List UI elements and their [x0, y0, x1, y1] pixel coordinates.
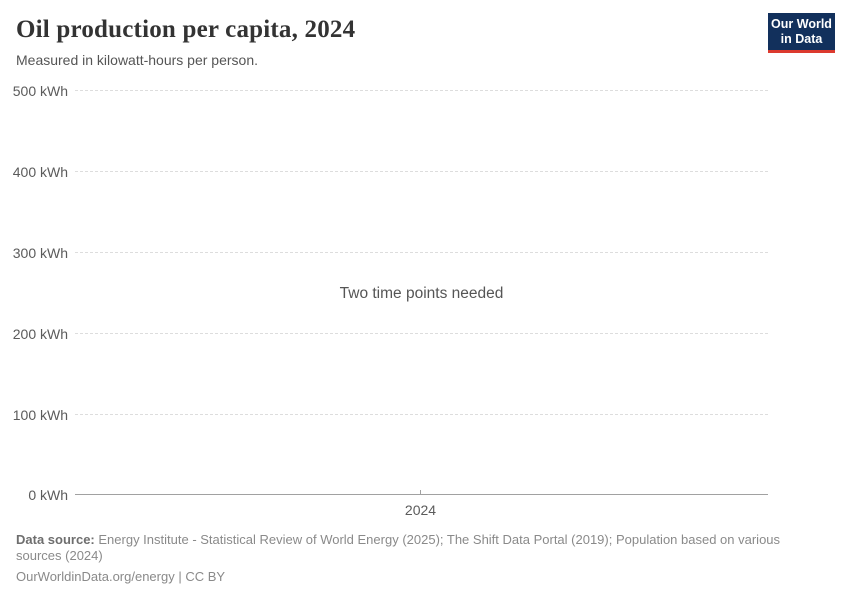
x-axis-tick	[420, 490, 421, 495]
chart-footer: Data source: Energy Institute - Statisti…	[16, 532, 816, 585]
y-axis-tick-label: 300 kWh	[12, 245, 68, 261]
x-axis-line	[75, 494, 768, 495]
y-axis-tick-label: 200 kWh	[12, 326, 68, 342]
grid-row-300: 300 kWh	[0, 243, 850, 263]
owid-logo-line1: Our World	[771, 16, 832, 31]
chart-subtitle: Measured in kilowatt-hours per person.	[16, 52, 259, 68]
owid-logo[interactable]: Our World in Data	[768, 13, 835, 53]
y-axis-tick-label: 500 kWh	[12, 83, 68, 99]
data-source-text: Energy Institute - Statistical Review of…	[16, 532, 781, 563]
gridline	[75, 90, 768, 91]
y-axis-tick-label: 0 kWh	[28, 487, 68, 503]
y-axis-tick-label: 100 kWh	[12, 407, 68, 423]
y-axis-tick-label: 400 kWh	[12, 164, 68, 180]
gridline	[75, 252, 768, 253]
data-source-label: Data source:	[16, 532, 95, 547]
chart-empty-message: Two time points needed	[339, 285, 504, 302]
chart-title: Oil production per capita, 2024	[16, 16, 356, 43]
gridline	[75, 333, 768, 334]
x-axis-tick-label: 2024	[404, 502, 437, 518]
grid-row-500: 500 kWh	[0, 81, 850, 101]
citation-link[interactable]: OurWorldinData.org/energy | CC BY	[16, 569, 226, 584]
grid-row-100: 100 kWh	[0, 405, 850, 425]
gridline	[75, 171, 768, 172]
grid-row-200: 200 kWh	[0, 324, 850, 344]
grid-row-400: 400 kWh	[0, 162, 850, 182]
grid-row-0: 0 kWh	[0, 485, 850, 505]
owid-logo-line2: in Data	[780, 31, 823, 46]
gridline	[75, 414, 768, 415]
data-source-line: Data source: Energy Institute - Statisti…	[16, 532, 816, 564]
